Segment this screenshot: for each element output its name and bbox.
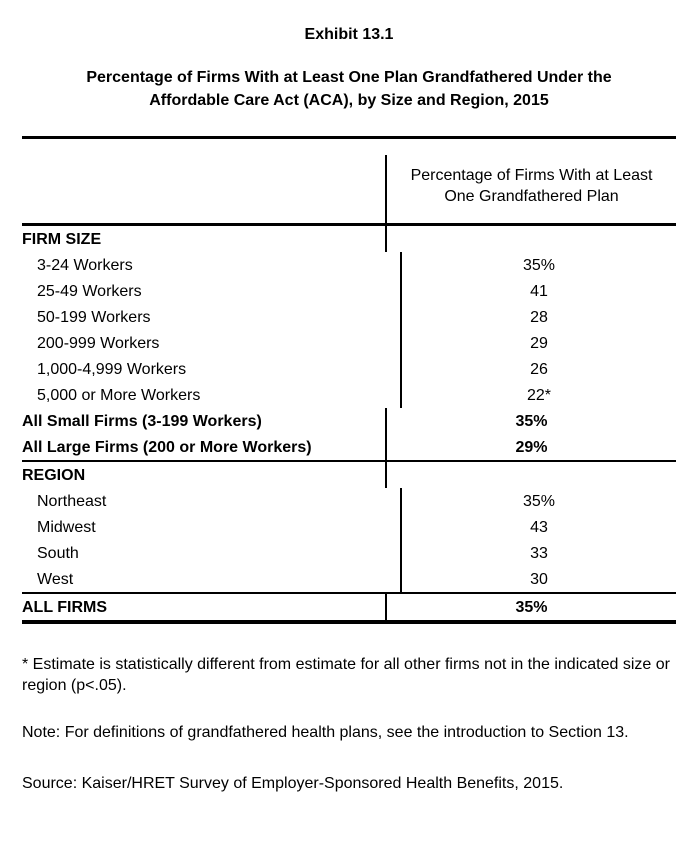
row-value: 35% [400,488,676,514]
table-total-row: ALL FIRMS 35% [22,592,676,620]
section-header: REGION [22,466,86,484]
row-label: 200-999 Workers [37,334,160,352]
section-header-row: FIRM SIZE [22,226,676,252]
section-header-row: REGION [22,460,676,488]
row-label: West [37,570,74,588]
table-row: West 30 [22,566,676,592]
table-row: 1,000-4,999 Workers 26 [22,356,676,382]
section-header: FIRM SIZE [22,230,102,248]
table-row: Northeast 35% [22,488,676,514]
exhibit-label: Exhibit 13.1 [304,26,394,43]
row-value: 29% [385,434,676,460]
value-column-header-cell: Percentage of Firms With at Least One Gr… [385,155,676,223]
table-header-row: Percentage of Firms With at Least One Gr… [22,155,676,226]
row-value: 29 [400,330,676,356]
data-table: Percentage of Firms With at Least One Gr… [22,155,676,624]
row-label: ALL FIRMS [22,598,108,616]
table-row-summary: All Small Firms (3-199 Workers) 35% [22,408,676,434]
row-label: 25-49 Workers [37,282,142,300]
table-row: Midwest 43 [22,514,676,540]
table-row-summary: All Large Firms (200 or More Workers) 29… [22,434,676,460]
table-row: 200-999 Workers 29 [22,330,676,356]
row-label: Midwest [37,518,96,536]
row-value: 30 [400,566,676,592]
row-value: 35% [385,594,676,620]
row-label: 1,000-4,999 Workers [37,360,187,378]
row-label: 5,000 or More Workers [37,386,201,404]
footnote-source: Source: Kaiser/HRET Survey of Employer-S… [22,775,564,792]
title-divider-rule [22,136,676,139]
row-value: 41 [400,278,676,304]
row-label: 3-24 Workers [37,256,133,274]
footnote-asterisk: * Estimate is statistically different fr… [22,656,670,694]
row-value: 28 [400,304,676,330]
row-value: 35% [400,252,676,278]
row-value: 43 [400,514,676,540]
row-label: 50-199 Workers [37,308,151,326]
row-value: 22* [400,382,676,408]
report-title-line1: Percentage of Firms With at Least One Pl… [86,69,612,86]
row-value: 26 [400,356,676,382]
table-row: South 33 [22,540,676,566]
footnote-note: Note: For definitions of grandfathered h… [22,724,629,741]
header-label-spacer [22,155,385,223]
table-row: 5,000 or More Workers 22* [22,382,676,408]
row-label: All Large Firms (200 or More Workers) [22,438,312,456]
section-header-spacer [385,462,676,488]
row-value: 33 [400,540,676,566]
row-value: 35% [385,408,676,434]
table-row: 25-49 Workers 41 [22,278,676,304]
report-title: Percentage of Firms With at Least One Pl… [22,66,676,112]
table-row: 3-24 Workers 35% [22,252,676,278]
row-label: South [37,544,79,562]
row-label: Northeast [37,492,107,510]
section-header-spacer [385,226,676,252]
table-row: 50-199 Workers 28 [22,304,676,330]
report-title-line2: Affordable Care Act (ACA), by Size and R… [149,92,549,109]
row-label: All Small Firms (3-199 Workers) [22,412,262,430]
value-column-header: Percentage of Firms With at Least One Gr… [410,167,653,205]
